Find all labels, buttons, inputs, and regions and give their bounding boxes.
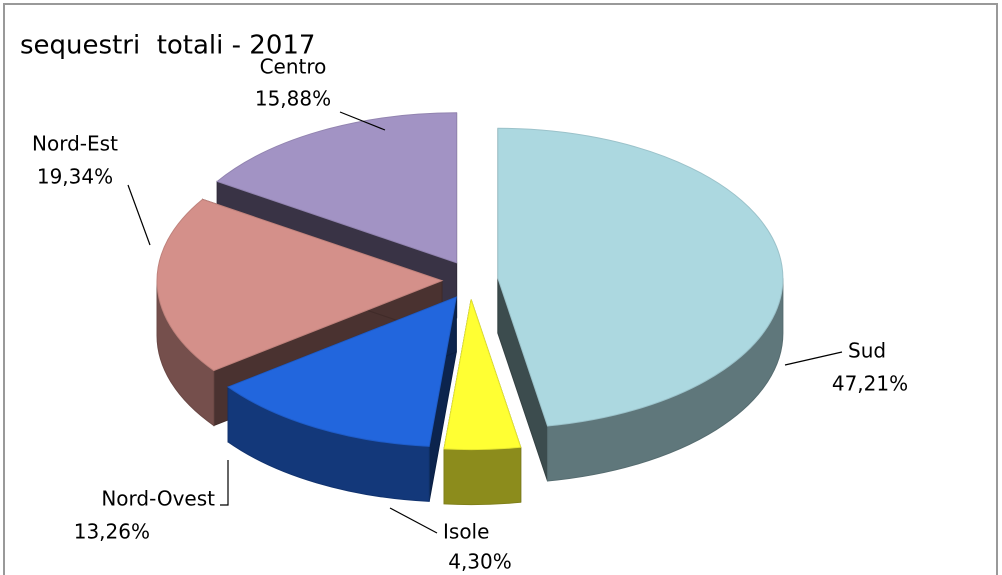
slice-label: Centro	[260, 55, 327, 79]
chart-title: sequestri totali - 2017	[20, 31, 315, 61]
leader-line	[339, 111, 386, 131]
slice	[156, 198, 444, 372]
leader-line	[127, 184, 151, 246]
leader-line	[389, 507, 438, 534]
slice-label: Nord-Ovest	[101, 487, 215, 511]
slice	[216, 112, 458, 264]
slice-value-label: 47,21%	[832, 372, 908, 396]
leader-line	[220, 460, 229, 506]
slice-value-label: 4,30%	[448, 550, 512, 574]
slice	[227, 296, 457, 447]
leader-line	[784, 351, 843, 366]
slice-label: Sud	[848, 339, 886, 363]
slice	[443, 299, 522, 451]
slice-value-label: 15,88%	[255, 87, 331, 111]
slice-label: Isole	[443, 520, 489, 544]
slice	[497, 127, 784, 427]
slice-value-label: 19,34%	[37, 165, 113, 189]
slice-value-label: 13,26%	[74, 520, 150, 544]
slice-label: Nord-Est	[32, 132, 118, 156]
slice-side	[443, 446, 522, 506]
